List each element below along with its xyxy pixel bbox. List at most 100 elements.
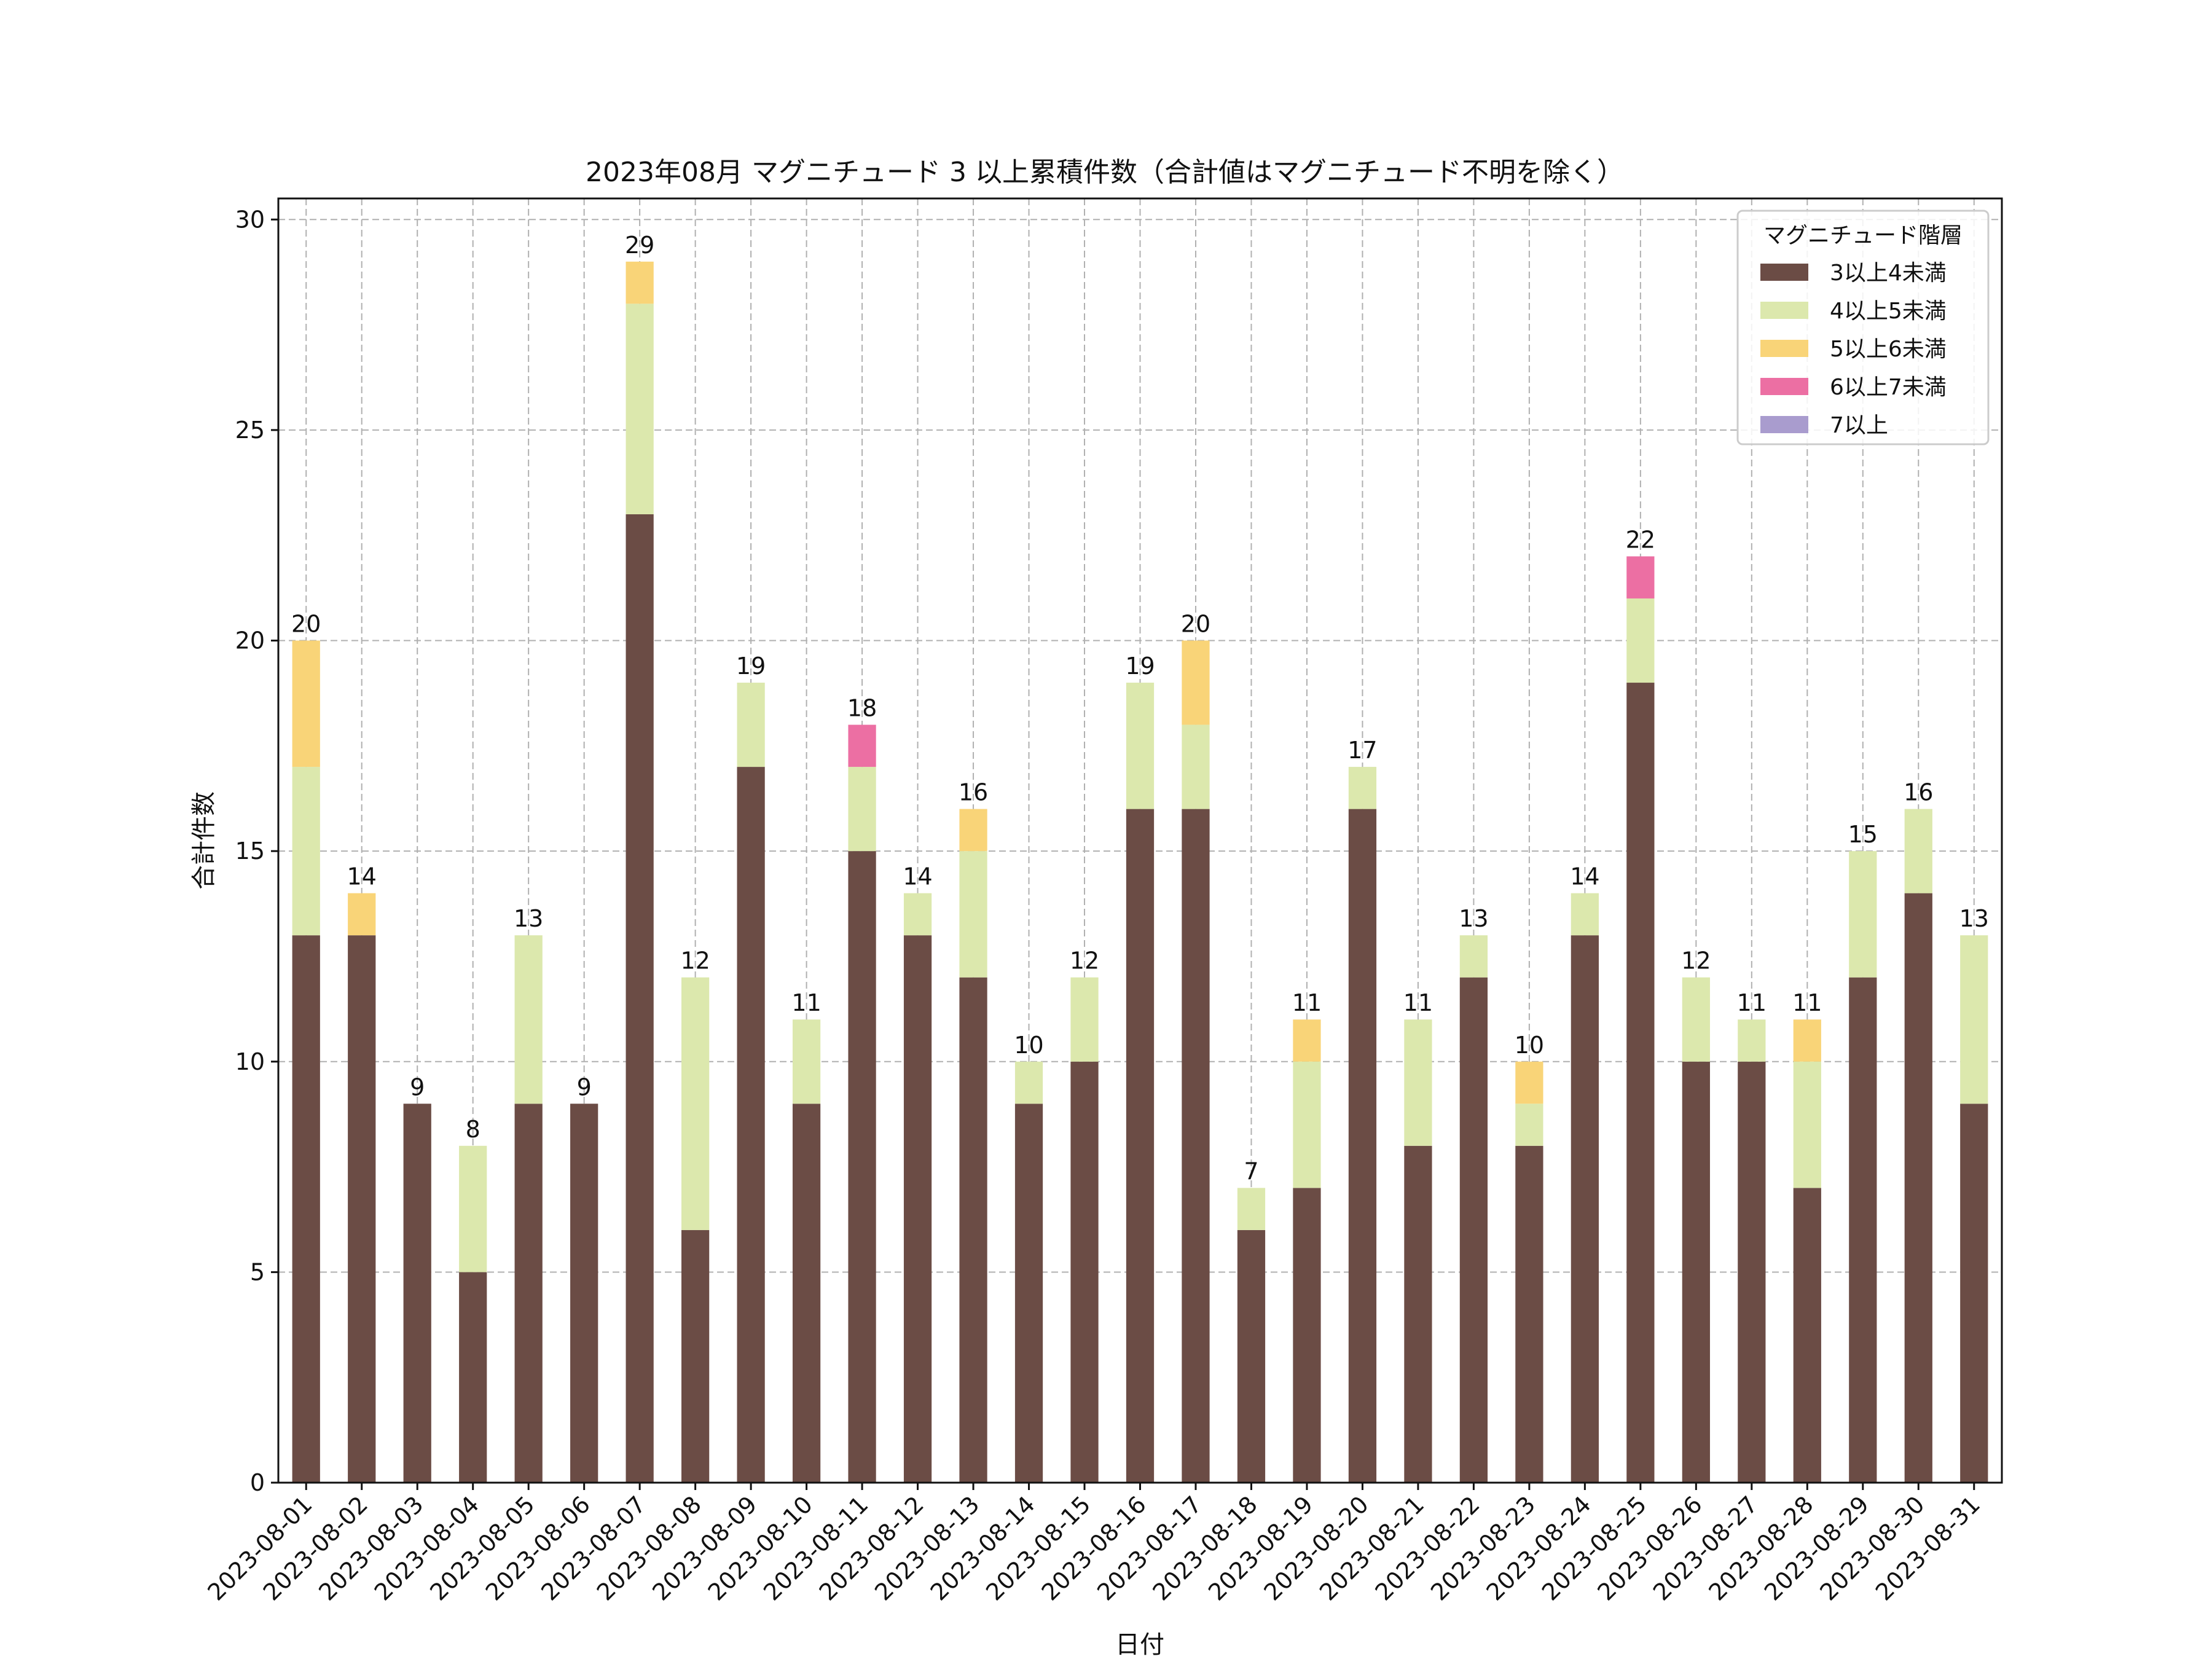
data-labels: 20 14 9 8 13 9 29 12 19 11 18 14 16 10 12 19 20 7 11 17 11 13… (291, 232, 1989, 1185)
legend-swatch (1760, 416, 1808, 433)
total-label: 19 (1125, 653, 1155, 680)
total-label: 12 (680, 947, 710, 975)
bar-segment (1404, 1145, 1432, 1483)
bar-segment (1348, 809, 1377, 1483)
total-label: 13 (514, 905, 543, 932)
bar-segment (348, 893, 376, 936)
total-label: 12 (1681, 947, 1711, 975)
bar-segment (1404, 1019, 1432, 1146)
total-label: 16 (959, 779, 988, 806)
total-label: 12 (1070, 947, 1099, 975)
bar-segment (737, 767, 765, 1483)
legend-swatch (1760, 302, 1808, 319)
bar-segment (1960, 1104, 1988, 1483)
total-label: 17 (1347, 737, 1377, 764)
total-label: 9 (410, 1073, 425, 1100)
total-label: 15 (1848, 821, 1878, 848)
bar-segment (1571, 935, 1599, 1483)
total-label: 9 (577, 1073, 592, 1100)
bar-segment (1070, 1061, 1099, 1483)
y-tick-label: 0 (250, 1469, 265, 1496)
bar-segment (1515, 1061, 1543, 1104)
y-tick-label: 20 (235, 627, 265, 654)
bar-segment (1626, 598, 1655, 683)
legend-item-label: 7以上 (1830, 413, 1888, 438)
legend-item-label: 5以上6未満 (1830, 337, 1947, 362)
legend-swatch (1760, 264, 1808, 281)
legend-item-label: 4以上5未満 (1830, 299, 1947, 324)
bar-segment (848, 851, 876, 1483)
bar-segment (959, 977, 987, 1483)
bar-segment (681, 1230, 710, 1483)
bar-segment (1793, 1188, 1821, 1483)
total-label: 29 (625, 232, 654, 259)
bar-segment (1348, 767, 1377, 809)
bar-segment (792, 1104, 821, 1483)
total-label: 11 (1403, 989, 1433, 1016)
bar-segment (1459, 935, 1488, 978)
total-label: 16 (1904, 779, 1933, 806)
y-axis: 0 5 10 15 20 25 30 (235, 206, 278, 1496)
bar-segment (1904, 809, 1932, 893)
bar-segment (1738, 1061, 1766, 1483)
legend-title: マグニチュード階層 (1763, 223, 1963, 248)
bar-segment (737, 683, 765, 767)
bar-segment (1293, 1019, 1321, 1062)
bar-segment (1626, 556, 1655, 598)
bar-segment (1682, 977, 1710, 1062)
x-axis-label: 日付 (1115, 1631, 1164, 1659)
bar-segment (514, 935, 543, 1104)
total-label: 8 (466, 1116, 480, 1143)
bar-segment (1014, 1104, 1043, 1483)
legend: マグニチュード階層 3以上4未満 4以上5未満 5以上6未満 6以上7未満 7以上 (1736, 210, 1990, 445)
total-label: 7 (1244, 1158, 1258, 1185)
bar-segment (1459, 977, 1488, 1483)
bar-segment (903, 935, 932, 1483)
bar-segment (1960, 935, 1988, 1104)
bar-segment (514, 1104, 543, 1483)
bars (292, 261, 1988, 1483)
bar-segment (848, 724, 876, 767)
bar-segment (1571, 893, 1599, 936)
y-tick-label: 15 (235, 837, 265, 865)
bar-segment (1793, 1019, 1821, 1062)
bar-segment (459, 1145, 487, 1273)
bar-segment (792, 1019, 821, 1104)
total-label: 22 (1626, 526, 1655, 553)
bar-segment (903, 893, 932, 936)
bar-segment (459, 1272, 487, 1483)
bar-segment (1738, 1019, 1766, 1062)
bar-segment (292, 640, 320, 767)
total-label: 11 (1737, 989, 1767, 1016)
bar-segment (1293, 1188, 1321, 1483)
total-label: 10 (1515, 1032, 1544, 1059)
bar-segment (626, 261, 654, 304)
total-label: 20 (1181, 611, 1210, 638)
x-axis: 2023-08-012023-08-022023-08-032023-08-04… (202, 1483, 1985, 1606)
y-tick-label: 5 (250, 1258, 265, 1285)
bar-segment (1182, 809, 1210, 1483)
bar-segment (1626, 683, 1655, 1483)
bar-segment (1126, 683, 1155, 809)
bar-segment (348, 935, 376, 1483)
legend-swatch (1760, 378, 1808, 395)
legend-swatch (1760, 340, 1808, 357)
bar-segment (626, 304, 654, 514)
y-axis-label: 合計件数 (190, 791, 218, 890)
bar-segment (959, 809, 987, 852)
total-label: 11 (791, 989, 821, 1016)
bar-segment (1793, 1061, 1821, 1188)
bar-segment (1849, 851, 1877, 978)
total-label: 19 (736, 653, 766, 680)
bar-segment (403, 1104, 431, 1483)
bar-segment (1849, 977, 1877, 1483)
legend-item-label: 6以上7未満 (1830, 375, 1947, 400)
bar-segment (959, 851, 987, 978)
bar-segment (1904, 893, 1932, 1483)
legend-item-label: 3以上4未満 (1830, 261, 1947, 286)
bar-segment (1126, 809, 1155, 1483)
total-label: 14 (1570, 863, 1599, 890)
bar-segment (1182, 724, 1210, 809)
bar-segment (1682, 1061, 1710, 1483)
